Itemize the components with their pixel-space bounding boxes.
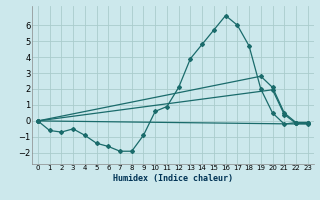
X-axis label: Humidex (Indice chaleur): Humidex (Indice chaleur): [113, 174, 233, 183]
